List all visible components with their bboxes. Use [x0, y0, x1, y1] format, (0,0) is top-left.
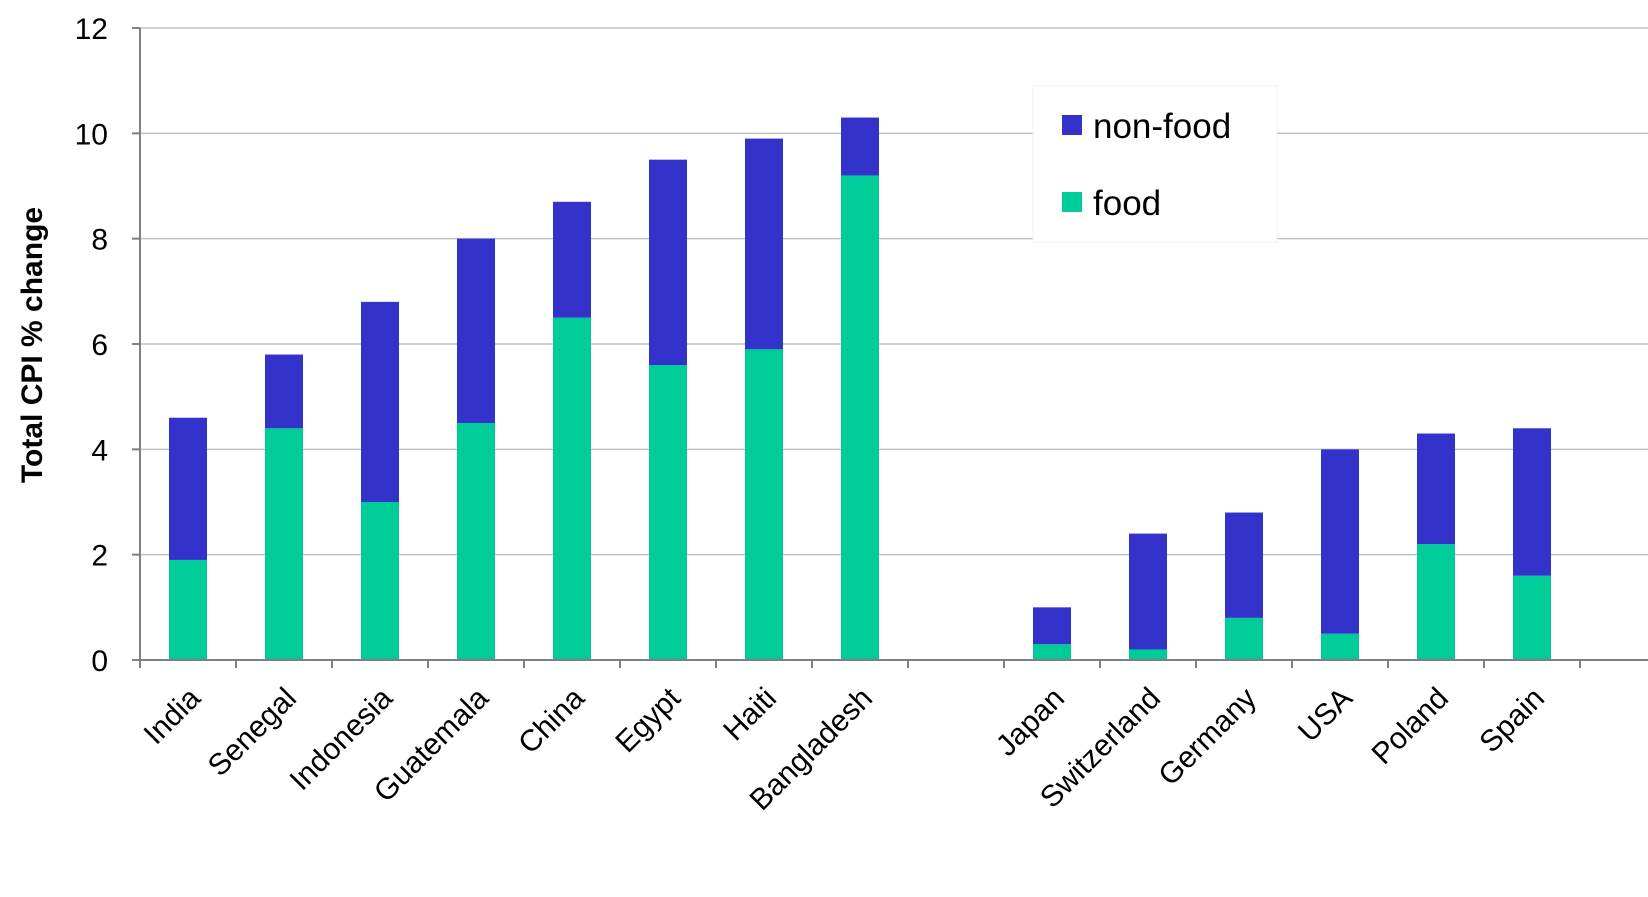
y-tick-label: 6 — [91, 329, 108, 362]
bar-non-food-india — [169, 417, 207, 560]
bar-non-food-haiti — [745, 138, 783, 350]
y-tick-labels: 0 2 4 6 8 10 12 — [75, 13, 108, 678]
legend-swatch-non-food — [1062, 115, 1082, 135]
y-tick-label: 0 — [91, 645, 108, 678]
y-tick-label: 8 — [91, 224, 108, 257]
bars — [169, 117, 1551, 660]
bar-non-food-bangladesh — [841, 117, 879, 176]
x-category-label: India — [138, 681, 208, 751]
y-axis-title: Total CPI % change — [16, 207, 49, 483]
bar-non-food-switzerland — [1129, 533, 1167, 650]
x-category-label: Senegal — [202, 682, 303, 783]
bar-food-haiti — [745, 349, 783, 660]
x-category-label: Germany — [1152, 682, 1263, 793]
bar-non-food-japan — [1033, 607, 1071, 645]
legend: non-food food — [1032, 85, 1278, 243]
legend-box — [1032, 85, 1278, 243]
axes — [132, 27, 1648, 668]
bar-food-usa — [1321, 633, 1359, 660]
bar-food-germany — [1225, 617, 1263, 660]
bar-non-food-usa — [1321, 449, 1359, 634]
bar-food-guatemala — [457, 423, 495, 660]
bar-non-food-egypt — [649, 159, 687, 366]
bar-non-food-poland — [1417, 433, 1455, 545]
bar-food-india — [169, 559, 207, 660]
y-tick-label: 12 — [75, 13, 108, 46]
bar-non-food-china — [553, 201, 591, 318]
bar-non-food-guatemala — [457, 238, 495, 423]
bar-food-spain — [1513, 575, 1551, 660]
legend-label-non-food: non-food — [1093, 107, 1231, 146]
bar-food-japan — [1033, 644, 1071, 660]
bar-non-food-spain — [1513, 428, 1551, 576]
bar-food-bangladesh — [841, 175, 879, 660]
x-category-label: USA — [1292, 682, 1359, 749]
bar-non-food-indonesia — [361, 301, 399, 502]
x-category-label: Haiti — [717, 682, 783, 748]
bar-non-food-germany — [1225, 512, 1263, 618]
bar-food-switzerland — [1129, 649, 1167, 660]
x-category-label: Spain — [1473, 682, 1551, 760]
bar-food-egypt — [649, 365, 687, 660]
legend-swatch-food — [1062, 192, 1082, 212]
legend-label-food: food — [1093, 184, 1161, 223]
x-category-label: China — [512, 681, 591, 760]
y-tick-label: 2 — [91, 540, 108, 573]
x-category-label: Poland — [1366, 682, 1455, 771]
y-tick-label: 10 — [75, 118, 108, 151]
bar-food-china — [553, 317, 591, 660]
y-tick-label: 4 — [91, 434, 108, 467]
bar-food-poland — [1417, 544, 1455, 660]
x-category-label: Egypt — [609, 681, 687, 759]
bar-food-indonesia — [361, 502, 399, 660]
bar-food-senegal — [265, 428, 303, 660]
bar-non-food-senegal — [265, 354, 303, 429]
x-category-label: Japan — [990, 682, 1071, 763]
